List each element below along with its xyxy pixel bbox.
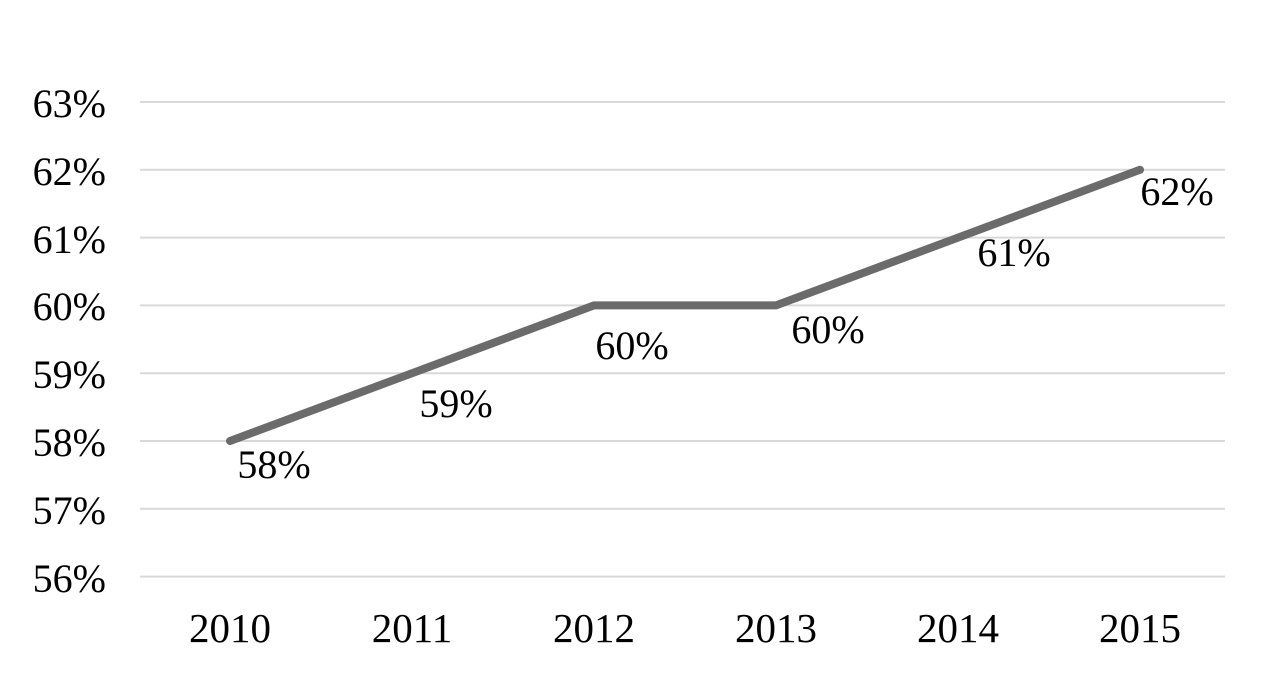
y-axis-label: 59% (32, 352, 106, 397)
y-axis-label: 63% (32, 81, 106, 126)
data-label: 59% (419, 381, 493, 426)
data-label: 58% (237, 442, 311, 487)
y-axis-label: 61% (32, 217, 106, 262)
x-axis-label: 2013 (735, 605, 817, 651)
data-label: 61% (977, 230, 1051, 275)
y-axis-label: 57% (32, 488, 106, 533)
y-axis-label: 62% (32, 149, 106, 194)
y-axis-label: 56% (32, 556, 106, 601)
y-axis-label: 58% (32, 420, 106, 465)
y-axis-label: 60% (32, 284, 106, 329)
x-axis-label: 2011 (371, 605, 453, 651)
x-axis-label: 2015 (1099, 605, 1181, 651)
data-label: 60% (595, 323, 669, 368)
x-axis-label: 2014 (917, 605, 999, 651)
x-axis-label: 2010 (189, 605, 271, 651)
data-label: 62% (1140, 169, 1214, 214)
x-axis-label: 2012 (553, 605, 635, 651)
series-line (226, 165, 1144, 445)
data-label: 60% (791, 307, 865, 352)
